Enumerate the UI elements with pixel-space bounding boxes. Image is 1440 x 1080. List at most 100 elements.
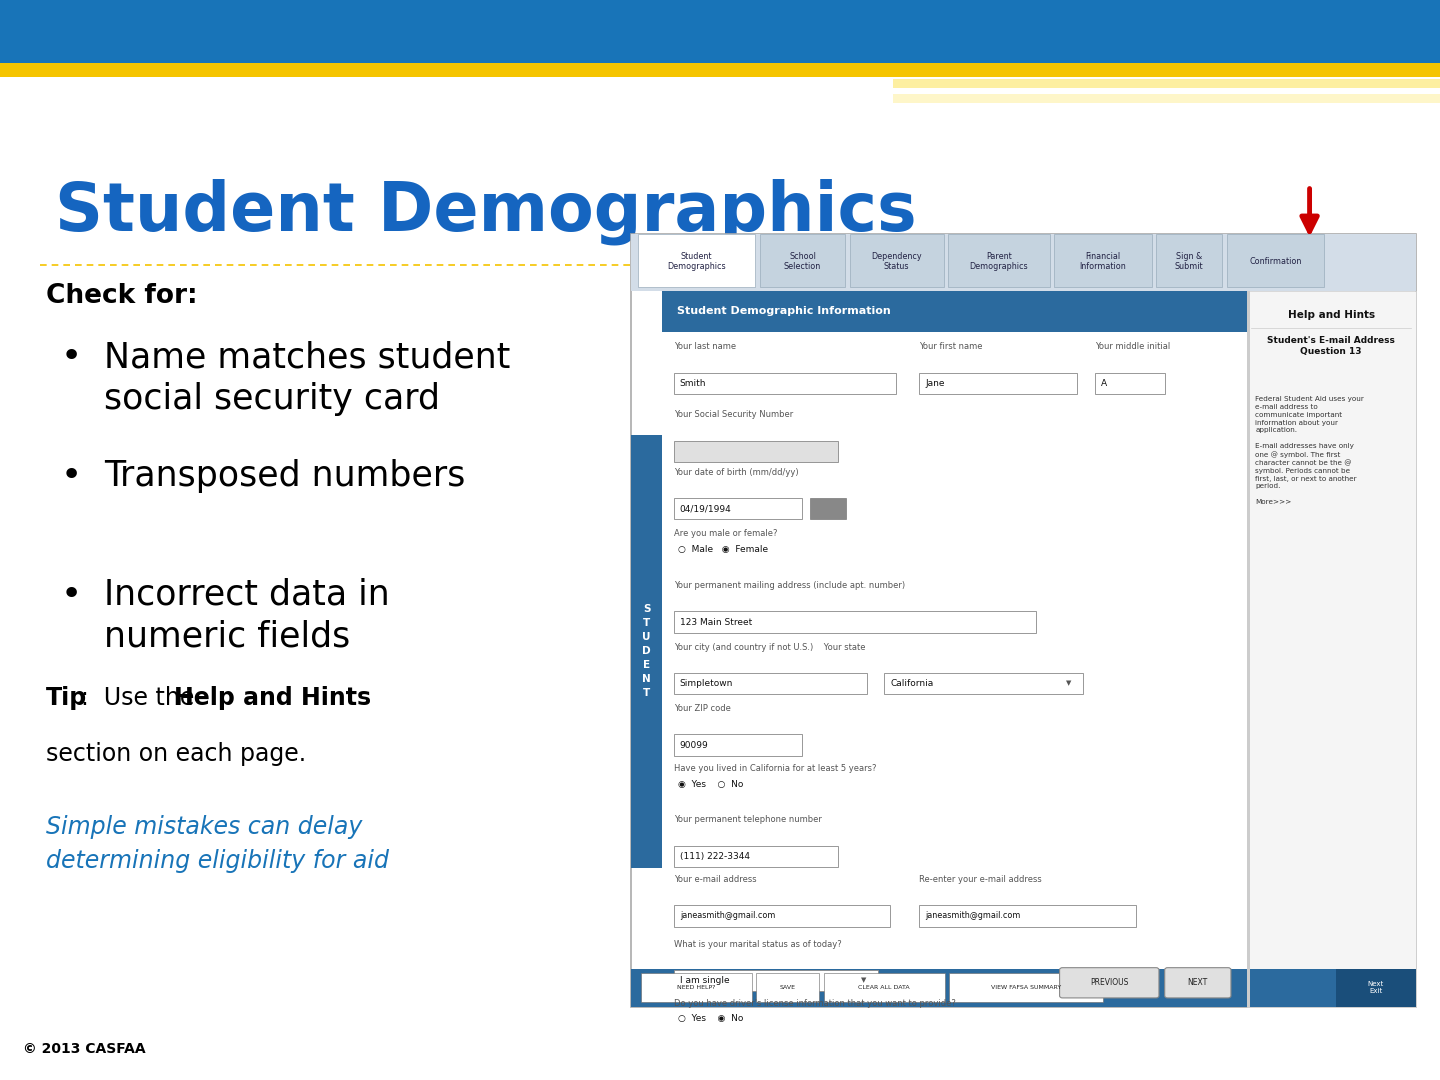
Bar [631,234,1416,291]
Text: section on each page.: section on each page. [46,742,307,766]
Text: 123 Main Street: 123 Main Street [680,618,752,626]
Bar [674,970,878,991]
Text: Your permanent telephone number: Your permanent telephone number [674,815,822,824]
Text: Your middle initial: Your middle initial [1094,342,1169,351]
Text: Do you have driver's license information that you want to provide?: Do you have driver's license information… [674,999,956,1008]
Text: Dependency
Status: Dependency Status [871,252,922,271]
Bar [884,673,1083,694]
Bar [674,498,802,519]
Bar [674,611,1037,633]
Bar [0,0,1440,63]
Text: Simple mistakes can delay
determining eligibility for aid: Simple mistakes can delay determining el… [46,815,389,873]
Text: :  Use the: : Use the [81,686,202,710]
Bar [919,373,1077,394]
Text: Your ZIP code: Your ZIP code [674,704,730,713]
Text: Transposed numbers: Transposed numbers [104,459,465,492]
Text: VIEW FAFSA SUMMARY: VIEW FAFSA SUMMARY [991,985,1061,990]
Text: •: • [60,340,82,374]
Text: ▼: ▼ [1066,680,1071,687]
Text: SAVE: SAVE [779,985,796,990]
Bar [1247,291,1250,1007]
Bar [809,498,845,519]
Text: Name matches student
social security card: Name matches student social security car… [104,340,510,416]
Bar [662,291,1247,332]
Text: S
T
U
D
E
N
T: S T U D E N T [642,605,651,699]
Text: Simpletown: Simpletown [680,679,733,688]
Bar [1336,969,1416,1007]
Text: Incorrect data in
numeric fields: Incorrect data in numeric fields [104,578,389,653]
Text: Your last name: Your last name [674,342,736,351]
Text: PREVIOUS: PREVIOUS [1090,978,1129,987]
Text: © 2013 CASFAA: © 2013 CASFAA [23,1042,145,1056]
Bar [674,905,890,927]
Text: Your first name: Your first name [919,342,984,351]
Bar [631,435,662,867]
Text: janeasmith@gmail.com: janeasmith@gmail.com [924,912,1021,920]
FancyBboxPatch shape [756,973,819,1002]
Bar [674,673,867,694]
Text: Have you lived in California for at least 5 years?: Have you lived in California for at leas… [674,764,877,772]
Text: Parent
Demographics: Parent Demographics [969,252,1028,271]
Text: ▼: ▼ [861,977,867,984]
Text: What is your marital status as of today?: What is your marital status as of today? [674,940,841,948]
Bar [638,234,755,287]
Bar [0,63,1440,77]
Text: •: • [60,459,82,492]
Text: I am single: I am single [680,976,729,985]
Bar [674,846,838,867]
Text: Check for:: Check for: [46,283,197,309]
FancyBboxPatch shape [1165,968,1231,998]
Text: janeasmith@gmail.com: janeasmith@gmail.com [680,912,775,920]
Text: Next
Exit: Next Exit [1368,982,1384,994]
Text: A: A [1100,379,1106,388]
Text: ○  Male   ◉  Female: ○ Male ◉ Female [678,545,769,554]
Text: California: California [890,679,933,688]
Text: ◉  Yes    ○  No: ◉ Yes ○ No [678,780,743,788]
Bar [674,373,896,394]
Text: 90099: 90099 [680,741,708,750]
Text: Help and Hints: Help and Hints [1287,310,1375,320]
Bar [948,234,1050,287]
Text: NEED HELP?: NEED HELP? [677,985,716,990]
Text: •: • [60,578,82,611]
Text: Your date of birth (mm/dd/yy): Your date of birth (mm/dd/yy) [674,468,799,476]
Text: Student
Demographics: Student Demographics [667,252,726,271]
Bar [1094,373,1165,394]
Text: (111) 222-3344: (111) 222-3344 [680,852,750,861]
Bar [1227,234,1325,287]
Text: 04/19/1994: 04/19/1994 [680,504,732,513]
Text: CLEAR ALL DATA: CLEAR ALL DATA [858,985,910,990]
Text: Confirmation: Confirmation [1248,257,1302,266]
Bar [850,234,943,287]
FancyBboxPatch shape [1060,968,1159,998]
Bar [662,291,1247,1007]
Bar [893,79,1440,87]
Text: Your city (and country if not U.S.)    Your state: Your city (and country if not U.S.) Your… [674,643,865,651]
Text: Sign &
Submit: Sign & Submit [1175,252,1204,271]
Bar [1156,234,1223,287]
Text: Student's E-mail Address
Question 13: Student's E-mail Address Question 13 [1267,336,1395,356]
Bar [1247,291,1416,1007]
Bar [1054,234,1152,287]
Bar [631,234,1416,1007]
Text: NEXT: NEXT [1188,978,1208,987]
Text: Tip: Tip [46,686,88,710]
Text: ○  Yes    ◉  No: ○ Yes ◉ No [678,1014,743,1023]
Text: Are you male or female?: Are you male or female? [674,529,778,538]
Bar [759,234,845,287]
Bar [631,969,1416,1007]
Bar [674,441,838,462]
Text: Re-enter your e-mail address: Re-enter your e-mail address [919,875,1043,883]
Text: Student Demographic Information: Student Demographic Information [677,306,890,316]
Bar [893,94,1440,104]
Text: Jane: Jane [924,379,945,388]
Text: Student Demographics: Student Demographics [55,178,916,245]
Text: Your e-mail address: Your e-mail address [674,875,756,883]
Text: Federal Student Aid uses your
e-mail address to
communicate important
informatio: Federal Student Aid uses your e-mail add… [1256,396,1364,504]
Bar [919,905,1136,927]
Bar [0,77,893,84]
Text: Smith: Smith [680,379,706,388]
Bar [674,734,802,756]
FancyBboxPatch shape [824,973,945,1002]
Text: School
Selection: School Selection [783,252,821,271]
